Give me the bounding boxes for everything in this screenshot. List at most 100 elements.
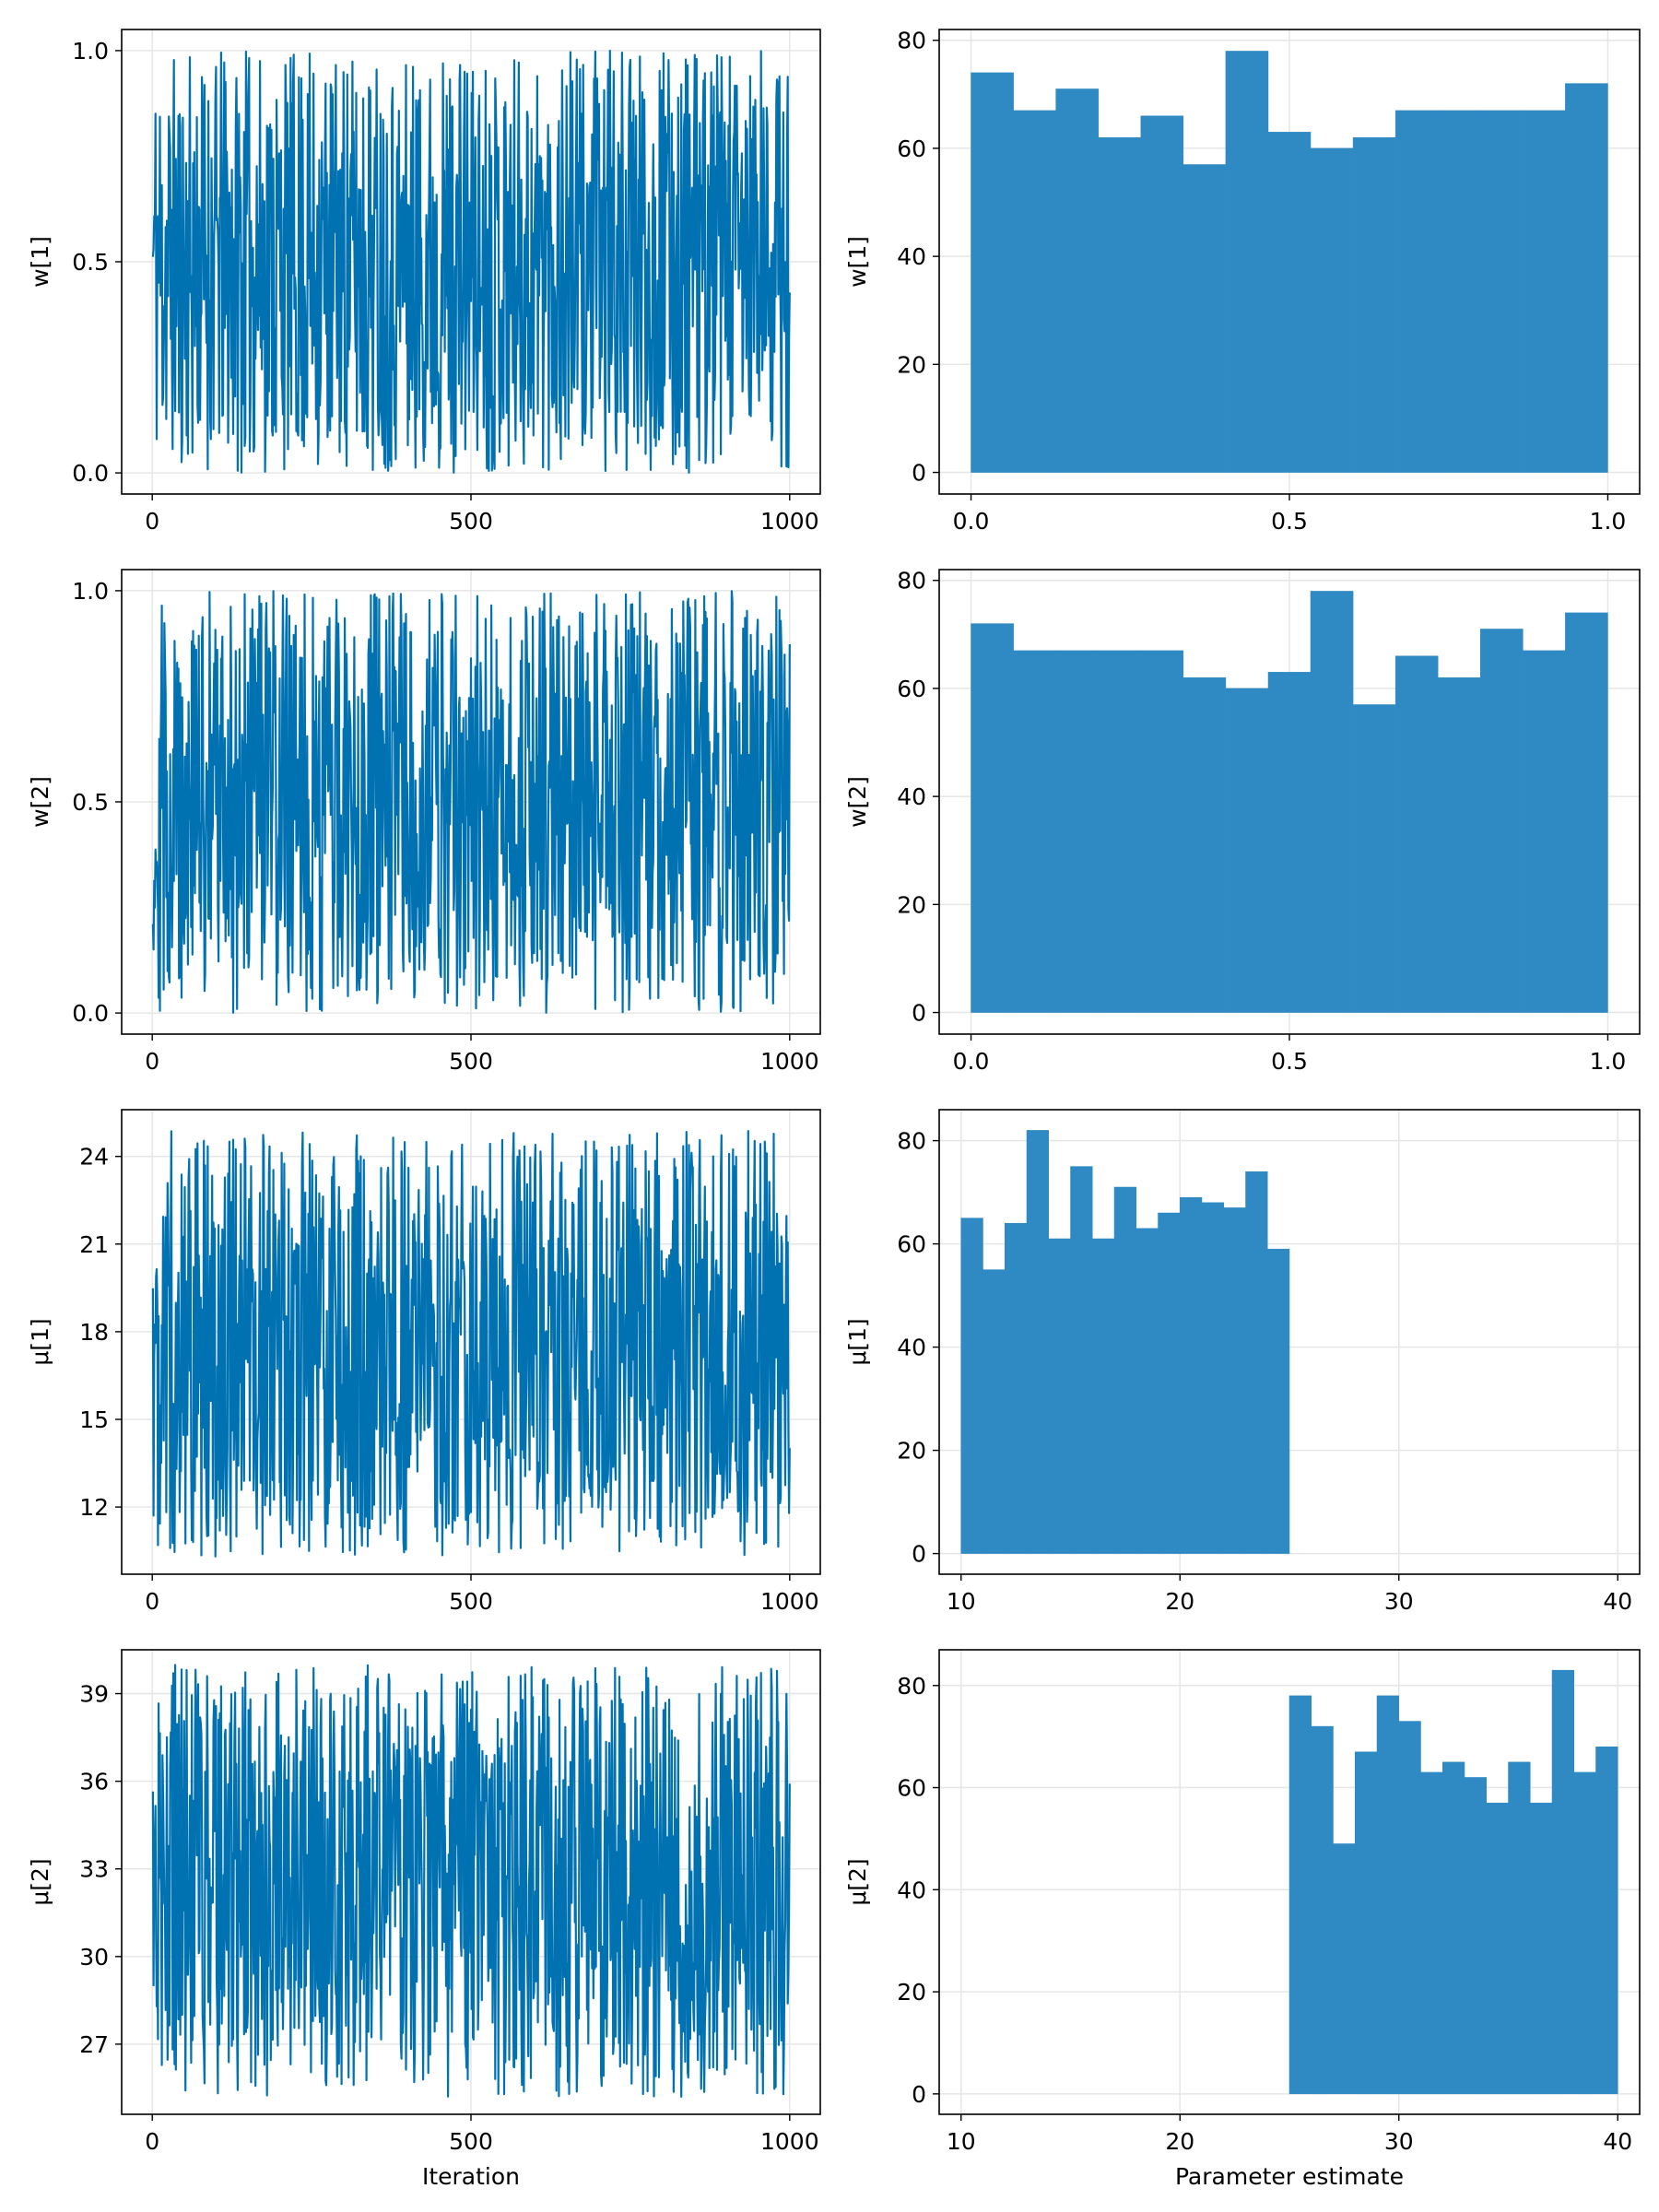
y-tick-label: 0.5 bbox=[72, 789, 109, 816]
histogram-bar bbox=[1523, 110, 1566, 473]
y-axis-label: μ[2] bbox=[27, 1858, 53, 1905]
histogram-bar bbox=[1394, 655, 1439, 1013]
y-tick-label: 0 bbox=[912, 1541, 926, 1568]
histogram-bar bbox=[1464, 1777, 1487, 2095]
trace-w1-panel: 0 500 1000 0.0 0.5 1.0 w[1] bbox=[27, 29, 821, 535]
histogram-bar bbox=[1267, 132, 1312, 473]
histogram-bar bbox=[982, 1269, 1006, 1554]
y-tick-label: 20 bbox=[897, 351, 926, 378]
histogram-bar bbox=[1420, 1771, 1443, 2095]
y-tick-label: 40 bbox=[897, 243, 926, 270]
x-tick-label: 30 bbox=[1384, 1588, 1414, 1615]
histogram-bar bbox=[1523, 650, 1566, 1013]
histogram-bar bbox=[1223, 1207, 1246, 1554]
histogram-bar bbox=[1530, 1802, 1553, 2095]
trace-mu1-panel: 0 500 1000 12 15 18 21 24 μ[1] bbox=[27, 1109, 821, 1615]
y-tick-label: 80 bbox=[897, 1128, 926, 1155]
y-tick-label: 20 bbox=[897, 1979, 926, 2006]
histogram-bar bbox=[1480, 110, 1524, 473]
x-tick-label: 500 bbox=[449, 2128, 493, 2155]
x-tick-label: 20 bbox=[1165, 1588, 1194, 1615]
histogram-bar bbox=[1048, 1238, 1071, 1554]
x-tick-label: 1000 bbox=[760, 2128, 819, 2155]
x-tick-label: 500 bbox=[449, 1588, 493, 1615]
histogram-bar bbox=[1486, 1802, 1509, 2095]
histogram-bar bbox=[1376, 1695, 1399, 2095]
y-tick-label: 20 bbox=[897, 891, 926, 918]
y-tick-label: 12 bbox=[79, 1494, 109, 1521]
y-tick-label: 60 bbox=[897, 1775, 926, 1802]
x-tick-label: 30 bbox=[1384, 2128, 1414, 2155]
histogram-bar bbox=[1333, 1843, 1356, 2095]
y-axis-label: μ[1] bbox=[844, 1318, 871, 1365]
x-tick-label: 0.0 bbox=[953, 1048, 990, 1075]
hist-w2-panel: 0.0 0.5 1.0 0 20 40 60 80 w[2] bbox=[844, 568, 1641, 1075]
histogram-bar bbox=[1013, 110, 1056, 473]
histogram-bar bbox=[1055, 650, 1099, 1013]
histogram-bar bbox=[1573, 1771, 1596, 2095]
x-tick-label: 500 bbox=[449, 1048, 493, 1075]
histogram-bar bbox=[1398, 1721, 1421, 2095]
x-tick-label: 500 bbox=[449, 508, 493, 535]
y-tick-label: 1.0 bbox=[72, 578, 109, 605]
y-tick-label: 36 bbox=[79, 1769, 109, 1795]
y-axis-label: w[2] bbox=[27, 776, 53, 828]
trace-w2-panel: 0 500 1000 0.0 0.5 1.0 w[2] bbox=[27, 569, 821, 1075]
histogram-bar bbox=[1595, 1746, 1618, 2095]
x-tick-label: 0.5 bbox=[1271, 1048, 1308, 1075]
x-tick-label: 20 bbox=[1165, 2128, 1194, 2155]
y-tick-label: 80 bbox=[897, 1673, 926, 1700]
x-tick-label: 1.0 bbox=[1590, 1048, 1627, 1075]
x-tick-label: 0 bbox=[145, 508, 159, 535]
histogram-bar bbox=[1480, 629, 1524, 1013]
histogram-bar bbox=[1005, 1222, 1028, 1554]
y-tick-label: 33 bbox=[79, 1856, 109, 1883]
x-tick-label: 0.0 bbox=[953, 508, 990, 535]
histogram-bar bbox=[1551, 1669, 1574, 2095]
y-tick-label: 80 bbox=[897, 568, 926, 594]
histogram-bar bbox=[1113, 1186, 1136, 1554]
y-tick-label: 24 bbox=[79, 1144, 109, 1171]
histogram-bar bbox=[1565, 83, 1608, 473]
x-tick-label: 40 bbox=[1603, 2128, 1632, 2155]
axes-frame bbox=[938, 1649, 1641, 2115]
y-axis-label: w[1] bbox=[844, 236, 871, 288]
hist-mu1-panel: 10 20 30 40 0 20 40 60 80 μ[1] bbox=[844, 1109, 1641, 1615]
histogram-bar bbox=[1140, 650, 1184, 1013]
x-tick-label: 1000 bbox=[760, 1048, 819, 1075]
y-tick-label: 20 bbox=[897, 1438, 926, 1465]
histogram-bar bbox=[1225, 51, 1269, 473]
y-tick-label: 40 bbox=[897, 1877, 926, 1903]
x-axis-label: Parameter estimate bbox=[1175, 2163, 1404, 2190]
trace-line bbox=[151, 49, 791, 474]
trace-line bbox=[151, 590, 791, 1014]
y-tick-label: 39 bbox=[79, 1681, 109, 1708]
y-axis-label: μ[1] bbox=[27, 1318, 53, 1365]
y-tick-label: 60 bbox=[897, 676, 926, 702]
histogram-bar bbox=[1201, 1202, 1224, 1554]
histogram-bar bbox=[971, 72, 1014, 473]
x-tick-label: 0 bbox=[145, 1588, 159, 1615]
y-tick-label: 15 bbox=[79, 1406, 109, 1433]
x-tick-label: 0 bbox=[145, 1048, 159, 1075]
y-axis-label: μ[2] bbox=[844, 1858, 871, 1905]
histogram-bar bbox=[1437, 110, 1481, 473]
y-tick-label: 40 bbox=[897, 1335, 926, 1361]
y-tick-label: 27 bbox=[79, 2031, 109, 2058]
trace-line bbox=[151, 1664, 791, 2098]
histogram-bar bbox=[960, 1218, 983, 1554]
histogram-bar bbox=[1355, 1751, 1378, 2095]
histogram-bar bbox=[1442, 1761, 1465, 2095]
y-tick-label: 18 bbox=[79, 1319, 109, 1346]
trace-mu2-panel: 0 500 1000 27 30 33 36 39 μ[2] Iteration bbox=[27, 1649, 821, 2190]
x-axis-label: Iteration bbox=[422, 2163, 520, 2190]
trace-line bbox=[151, 1129, 791, 1558]
y-tick-label: 0.0 bbox=[72, 1000, 109, 1027]
histogram-bar bbox=[1135, 1228, 1159, 1554]
y-tick-label: 0 bbox=[912, 2081, 926, 2108]
histogram-bar bbox=[1352, 704, 1396, 1013]
histogram-bar bbox=[1311, 1725, 1334, 2095]
histogram-bar bbox=[1267, 1248, 1290, 1554]
x-tick-label: 10 bbox=[947, 2128, 976, 2155]
y-tick-label: 60 bbox=[897, 1231, 926, 1258]
